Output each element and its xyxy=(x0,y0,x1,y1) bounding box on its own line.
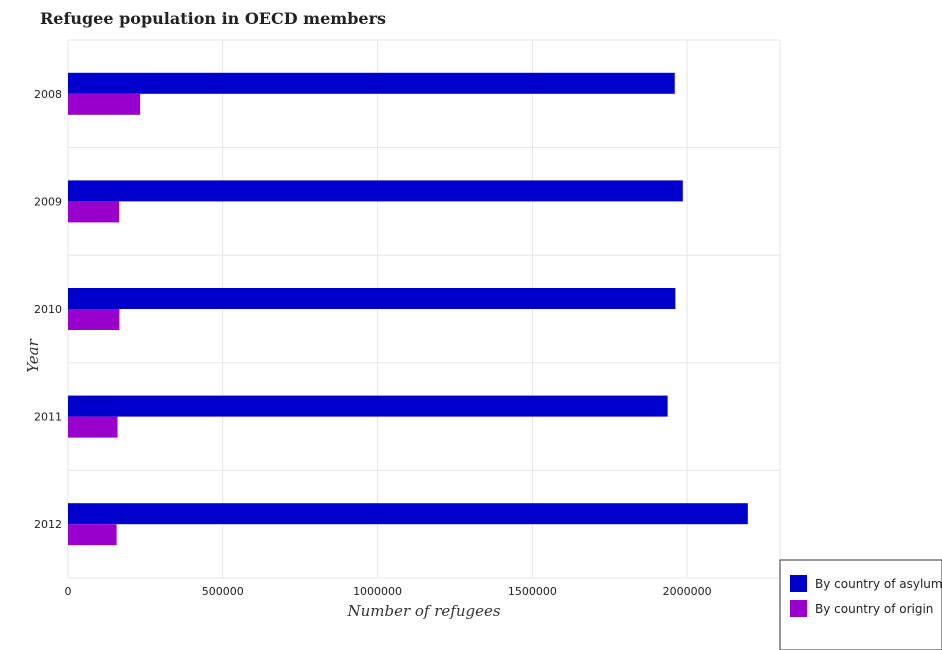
bar-asylum-2010 xyxy=(68,288,676,309)
chart-title: Refugee population in OECD members xyxy=(40,9,386,28)
y-axis-title: Year xyxy=(24,338,42,372)
y-tick-label: 2009 xyxy=(34,195,62,208)
legend-swatch xyxy=(790,600,807,617)
grid xyxy=(67,39,781,579)
y-tick-label: 2010 xyxy=(34,303,62,316)
bar-origin-2010 xyxy=(68,309,120,330)
x-tick-label: 1500000 xyxy=(508,585,557,598)
y-tick-label: 2008 xyxy=(34,88,62,101)
legend-label: By country of origin xyxy=(815,602,933,616)
bar-origin-2009 xyxy=(68,201,120,223)
x-axis-title: Number of refugees xyxy=(346,602,500,620)
bars xyxy=(68,72,748,546)
x-tick-label: 1000000 xyxy=(353,585,402,598)
x-tick-label: 0 xyxy=(65,585,72,598)
y-tick-label: 2011 xyxy=(34,411,62,424)
bar-asylum-2009 xyxy=(68,180,683,202)
legend-swatch xyxy=(790,575,807,592)
legend: By country of asylum By country of origin xyxy=(779,559,942,650)
y-tick-label: 2012 xyxy=(34,518,62,531)
bar-asylum-2011 xyxy=(68,395,668,417)
bar-origin-2008 xyxy=(68,93,141,115)
bar-asylum-2008 xyxy=(68,72,675,94)
legend-label: By country of asylum xyxy=(815,577,942,591)
bar-origin-2012 xyxy=(68,524,117,546)
y-axis-ticks: 2008 2009 2010 2011 2012 xyxy=(34,88,62,531)
bar-asylum-2012 xyxy=(68,503,748,525)
x-tick-label: 500000 xyxy=(202,585,244,598)
x-axis-ticks: 0 500000 1000000 1500000 2000000 xyxy=(65,585,712,598)
bar-origin-2011 xyxy=(68,416,118,438)
x-tick-label: 2000000 xyxy=(663,585,712,598)
